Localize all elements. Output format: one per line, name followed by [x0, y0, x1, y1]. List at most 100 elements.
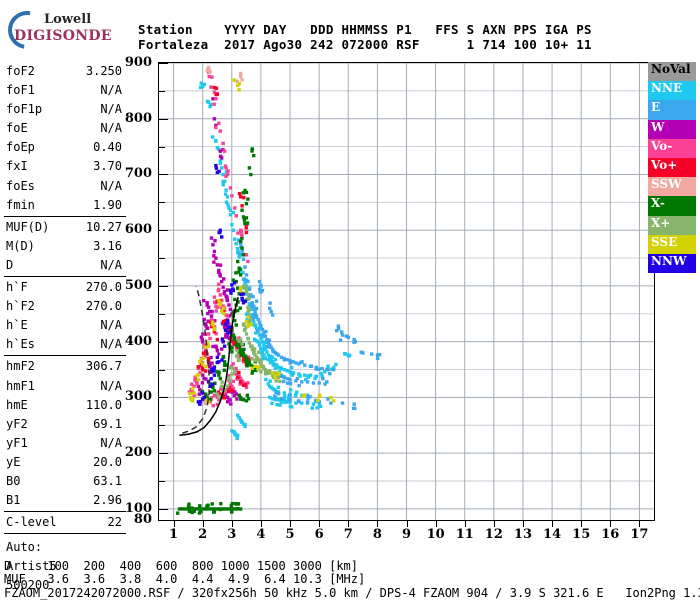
data-point	[204, 324, 208, 328]
data-point	[205, 395, 209, 400]
data-point	[190, 510, 194, 515]
data-point	[214, 345, 219, 350]
data-point	[227, 303, 231, 307]
data-point	[209, 317, 214, 322]
param-name: yF2	[6, 416, 28, 431]
data-point	[246, 292, 250, 297]
data-point	[221, 306, 226, 311]
data-point	[212, 389, 217, 393]
legend-item-sse[interactable]: SSE	[648, 234, 696, 254]
legend-item-ssw[interactable]: SSW	[648, 177, 696, 197]
data-point	[268, 379, 272, 383]
y-tick	[159, 146, 165, 148]
param-name: h`Es	[6, 337, 35, 352]
data-point	[352, 337, 356, 342]
data-point	[244, 312, 249, 316]
data-point	[217, 147, 221, 151]
data-point	[244, 273, 249, 277]
data-point	[237, 415, 241, 420]
data-point	[231, 379, 235, 384]
data-point	[259, 370, 263, 374]
param-value: 63.1	[93, 473, 122, 488]
data-point	[259, 358, 263, 362]
legend-item-nnw[interactable]: NNW	[648, 253, 696, 274]
data-point	[241, 398, 246, 402]
x-tick	[581, 520, 583, 527]
legend-item-nne[interactable]: NNE	[648, 81, 696, 101]
legend-item-noval[interactable]: NoVal	[648, 62, 696, 82]
y-tick-label: 900	[124, 55, 152, 70]
legend-item-w[interactable]: W	[648, 119, 696, 139]
data-point	[237, 252, 242, 256]
data-point	[195, 382, 199, 386]
data-point	[328, 371, 332, 376]
param-value: N/A	[100, 121, 122, 136]
legend[interactable]: NoVal NNE E W Vo- Vo+ SSW X- X+ SSE NNW	[648, 62, 696, 274]
data-point	[359, 350, 363, 354]
data-point	[290, 373, 295, 377]
data-point	[191, 396, 195, 401]
data-point	[249, 293, 253, 297]
legend-item-vo-[interactable]: Vo+	[648, 157, 696, 178]
data-point	[215, 360, 219, 365]
data-point	[244, 332, 249, 336]
data-point	[236, 413, 240, 418]
data-point	[232, 335, 237, 339]
data-point	[276, 375, 281, 380]
data-point	[296, 399, 301, 404]
data-point	[241, 357, 246, 362]
data-point	[286, 397, 291, 402]
data-point	[265, 337, 269, 342]
data-point	[224, 324, 228, 329]
data-point	[242, 218, 247, 222]
data-point	[279, 366, 283, 370]
data-point	[230, 350, 234, 354]
data-point	[246, 324, 250, 328]
x-tick-label: 17	[630, 527, 649, 542]
data-point	[265, 350, 269, 354]
data-point	[231, 228, 236, 232]
data-point	[200, 337, 204, 342]
data-point	[186, 507, 190, 511]
data-point	[218, 161, 223, 166]
data-point	[213, 300, 217, 304]
data-point	[199, 81, 204, 85]
data-point	[274, 379, 278, 383]
data-point	[196, 377, 201, 382]
param-value: 3.16	[93, 238, 122, 253]
ionogram-plot[interactable]	[158, 62, 655, 521]
legend-item-x-[interactable]: X-	[648, 196, 696, 216]
data-point	[231, 366, 236, 371]
data-point	[217, 373, 221, 377]
x-tick-label: 3	[227, 527, 237, 542]
data-point	[285, 376, 289, 381]
data-point	[214, 92, 218, 97]
legend-item-e[interactable]: E	[648, 100, 696, 120]
data-point	[219, 305, 223, 310]
data-point	[285, 381, 290, 385]
data-point	[234, 343, 239, 348]
data-point	[221, 507, 225, 511]
data-point	[277, 371, 281, 376]
data-point	[225, 395, 230, 400]
data-point	[245, 393, 250, 398]
param-divider	[4, 533, 126, 535]
data-point	[250, 303, 254, 308]
data-point	[244, 202, 249, 206]
data-point	[201, 391, 205, 395]
param-value: N/A	[100, 257, 122, 272]
data-point	[208, 397, 212, 402]
param-name: M(D)	[6, 238, 35, 253]
data-point	[228, 379, 233, 383]
data-point	[311, 402, 316, 406]
data-point	[247, 166, 252, 170]
legend-item-x-[interactable]: X+	[648, 215, 696, 235]
data-point	[210, 369, 214, 373]
data-point	[209, 376, 213, 381]
legend-item-vo-[interactable]: Vo-	[648, 138, 696, 158]
param-row: B0 63.1	[4, 472, 126, 491]
muf-row: MUF 3.6 3.6 3.8 4.0 4.4 4.9 6.4 10.3 [MH…	[4, 572, 366, 586]
data-point	[251, 294, 255, 299]
data-point	[247, 341, 252, 345]
data-point	[217, 398, 221, 402]
